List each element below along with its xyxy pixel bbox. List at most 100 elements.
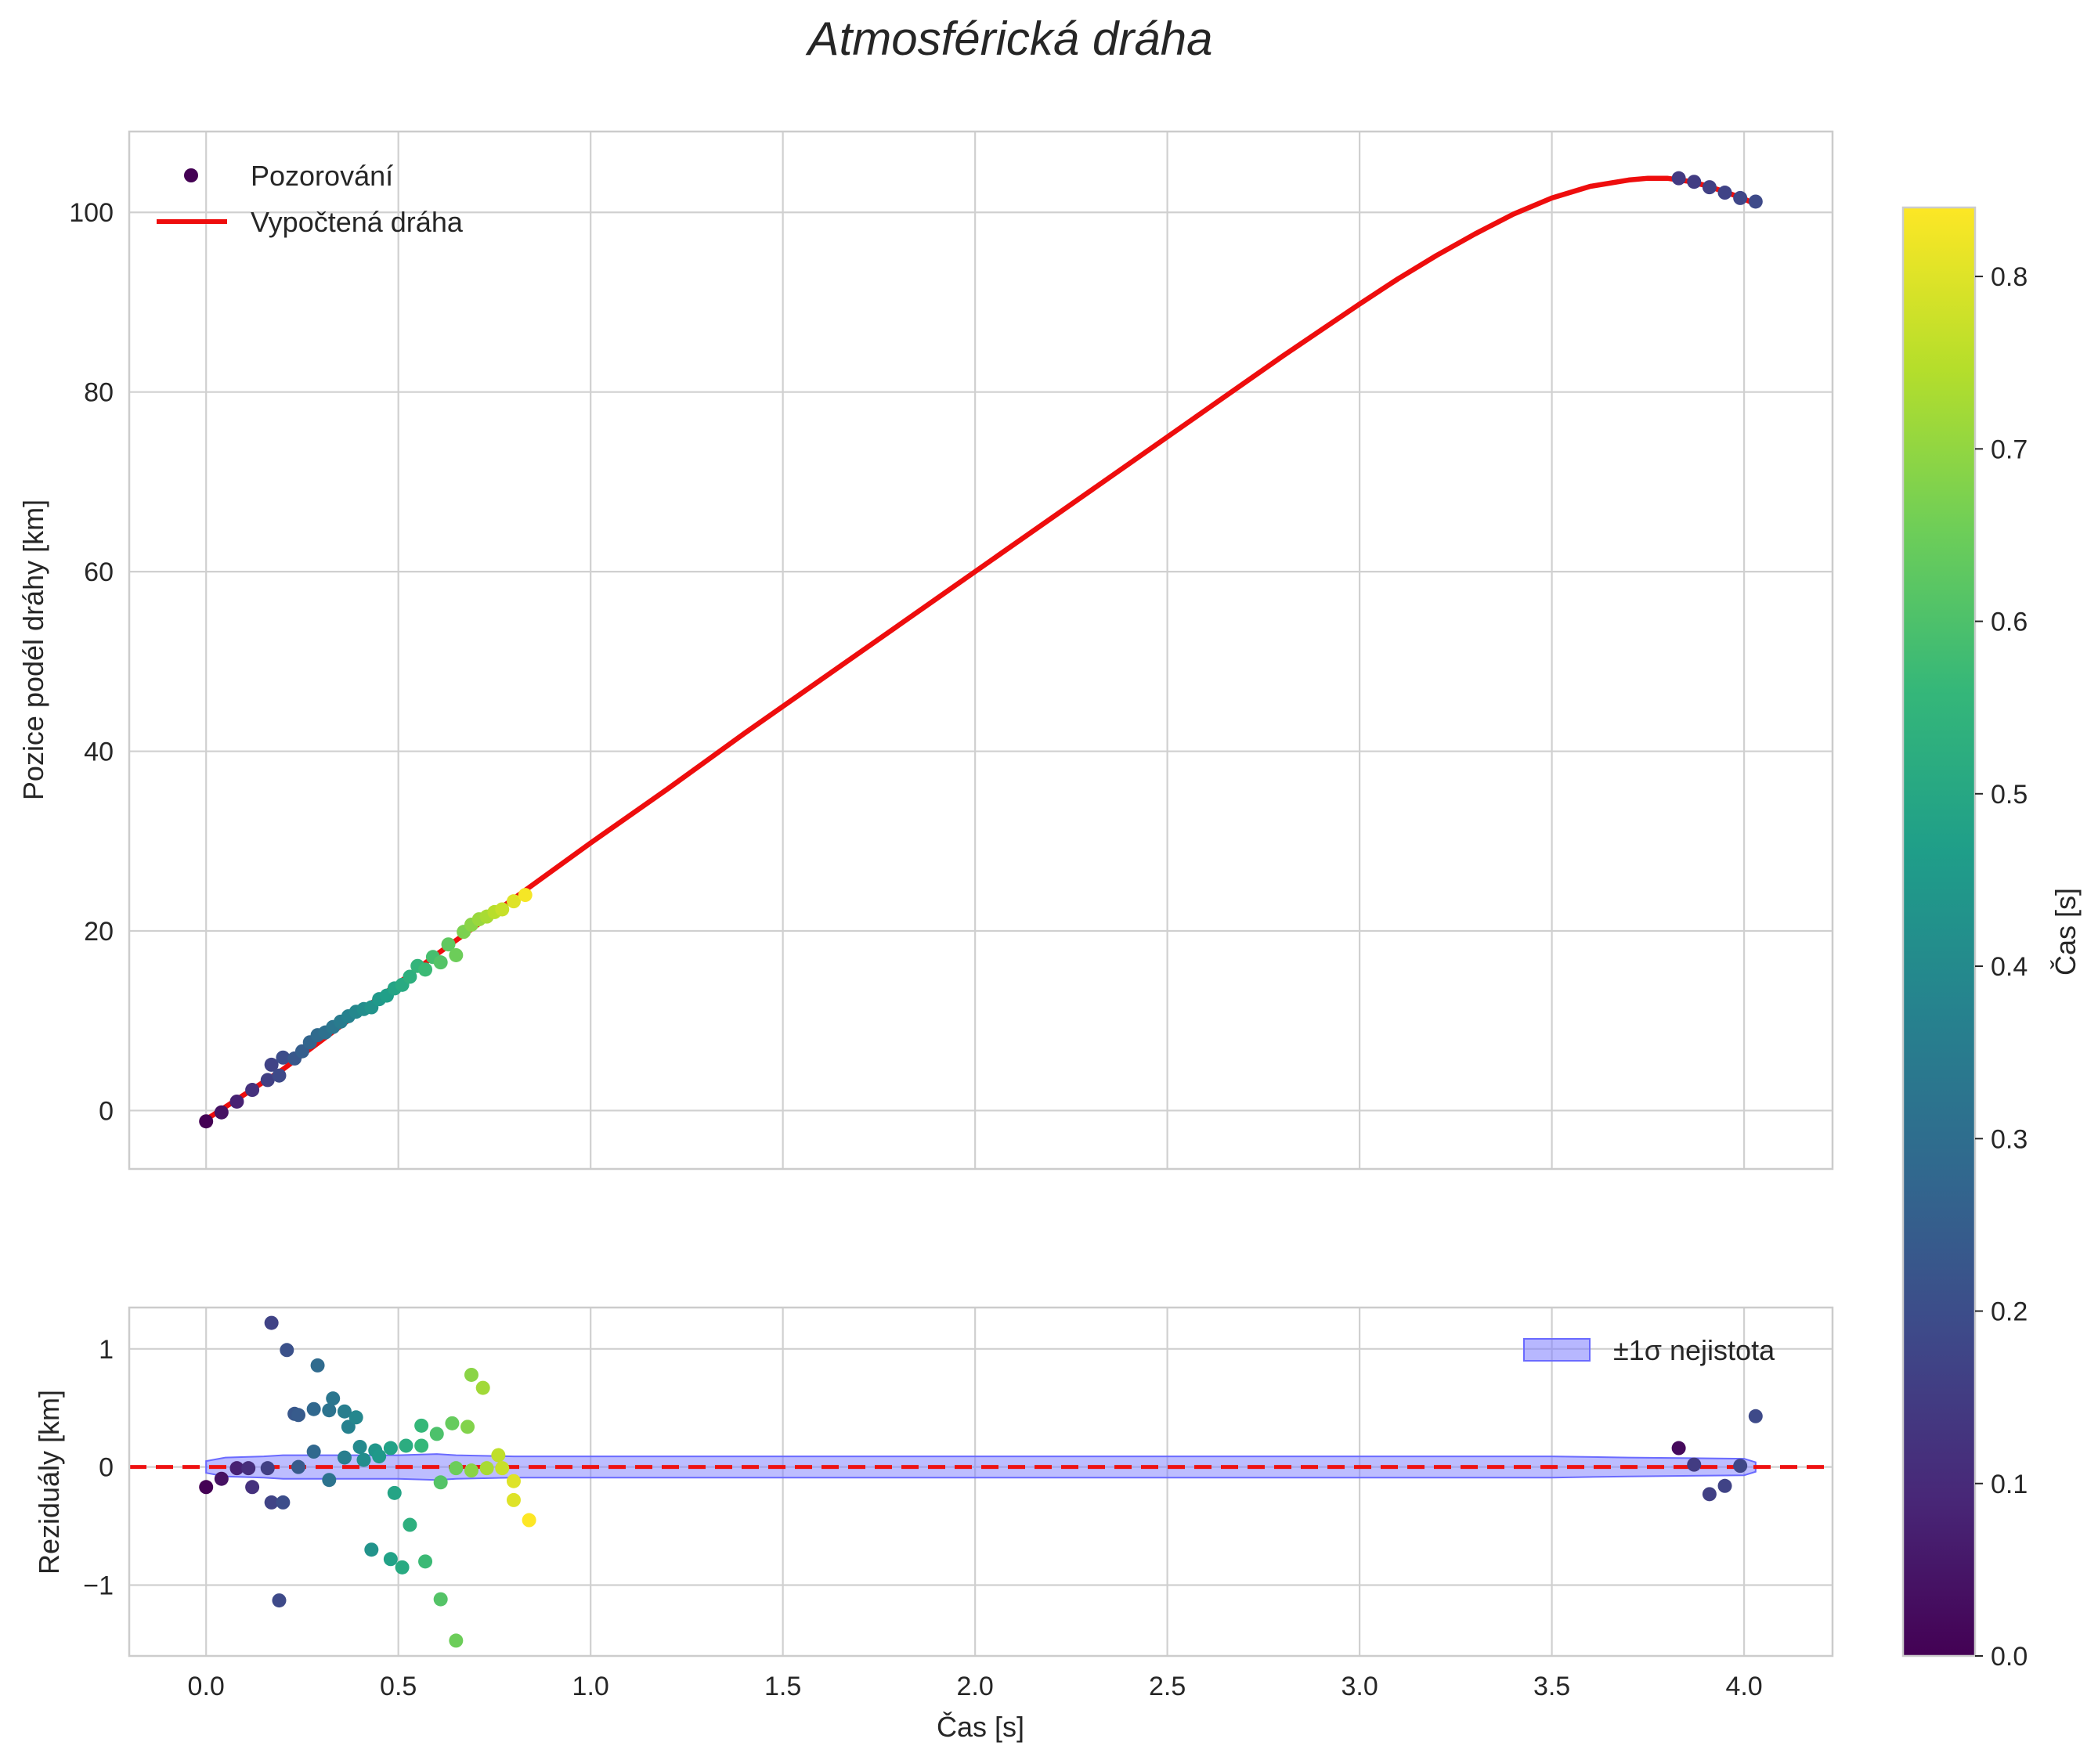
residual-frame bbox=[128, 1306, 1834, 1658]
residual-ylabel: Reziduály [km] bbox=[33, 1390, 65, 1575]
residual-point bbox=[356, 1452, 371, 1467]
residual-point bbox=[522, 1513, 536, 1528]
residual-point bbox=[387, 1485, 402, 1500]
main-frame bbox=[128, 130, 1834, 1171]
residual-point bbox=[414, 1418, 429, 1433]
main-ytick-label: 0 bbox=[99, 1096, 114, 1126]
residual-point bbox=[337, 1450, 352, 1465]
residual-point bbox=[479, 1461, 494, 1476]
residual-point bbox=[241, 1461, 256, 1476]
observation-point bbox=[1687, 175, 1702, 189]
residual-point bbox=[1671, 1441, 1686, 1456]
residual-point bbox=[495, 1461, 510, 1476]
colorbar-tick-label: 0.5 bbox=[1991, 780, 2028, 810]
observation-point bbox=[245, 1083, 260, 1098]
observation-point bbox=[264, 1057, 279, 1072]
residual-point bbox=[348, 1410, 363, 1425]
observation-point bbox=[1748, 194, 1763, 209]
residual-xtick-label: 2.0 bbox=[957, 1672, 994, 1701]
uncertainty-band-area bbox=[205, 1453, 1757, 1481]
residual-point bbox=[1748, 1409, 1763, 1423]
residual-point bbox=[341, 1419, 356, 1434]
residual-point bbox=[245, 1480, 260, 1495]
residual-xtick-label: 2.5 bbox=[1149, 1672, 1186, 1701]
observation-point bbox=[272, 1068, 287, 1083]
main-ytick-label: 100 bbox=[69, 198, 114, 228]
main-ytick-label: 60 bbox=[84, 557, 114, 587]
residual-xlabel: Čas [s] bbox=[937, 1711, 1024, 1743]
residual-point bbox=[264, 1495, 279, 1510]
residual-point bbox=[364, 1542, 379, 1557]
residual-xtick-label: 0.0 bbox=[188, 1672, 225, 1701]
residual-point bbox=[280, 1343, 294, 1358]
residual-point bbox=[383, 1552, 398, 1567]
observation-point bbox=[1702, 180, 1717, 195]
observation-point bbox=[214, 1105, 229, 1120]
residual-xtick-label: 1.5 bbox=[764, 1672, 801, 1701]
residual-points bbox=[199, 1315, 1763, 1648]
colorbar-tick-label: 0.2 bbox=[1991, 1297, 2028, 1327]
residual-point bbox=[1733, 1459, 1748, 1474]
residual-point bbox=[214, 1471, 229, 1486]
main-ytick-label: 80 bbox=[84, 378, 114, 408]
residual-point bbox=[291, 1459, 306, 1474]
residual-point bbox=[414, 1438, 429, 1453]
residual-point bbox=[429, 1427, 444, 1441]
observation-point bbox=[506, 894, 521, 909]
observation-point bbox=[495, 902, 510, 917]
colorbar-tick-label: 0.0 bbox=[1991, 1642, 2028, 1672]
legend-trajectory-label: Vypočtená dráha bbox=[251, 206, 464, 238]
trajectory-line bbox=[203, 175, 1759, 1123]
residual-xtick-label: 3.5 bbox=[1533, 1672, 1570, 1701]
residual-xtick-label: 3.0 bbox=[1341, 1672, 1378, 1701]
colorbar-label: Čas [s] bbox=[2049, 888, 2082, 976]
residual-point bbox=[506, 1492, 521, 1507]
residual-point bbox=[460, 1419, 475, 1434]
observation-point bbox=[199, 1114, 214, 1129]
observation-point bbox=[276, 1050, 291, 1065]
legend-observation-marker bbox=[184, 168, 198, 182]
residual-point bbox=[433, 1475, 448, 1490]
residual-ticks: 0.0 0.5 1.0 1.5 2.0 2.5 3.0 3.5 4.0 −1 0 1 bbox=[83, 1335, 1762, 1701]
main-ticks: 0 20 40 60 80 100 bbox=[69, 198, 114, 1126]
residual-point bbox=[264, 1315, 279, 1330]
observation-point bbox=[1671, 171, 1686, 186]
residual-point bbox=[449, 1633, 464, 1648]
residual-point bbox=[418, 1554, 433, 1569]
residual-point bbox=[276, 1495, 291, 1510]
residual-point bbox=[433, 1592, 448, 1607]
legend-band-label: ±1σ nejistota bbox=[1613, 1334, 1775, 1366]
observation-point bbox=[260, 1073, 275, 1088]
residual-point bbox=[291, 1408, 306, 1423]
observation-point bbox=[1717, 186, 1732, 200]
residual-ytick-label: 0 bbox=[99, 1453, 114, 1483]
residual-point bbox=[506, 1474, 521, 1488]
computed-trajectory bbox=[203, 175, 1759, 1123]
observation-point bbox=[418, 962, 433, 977]
observation-point bbox=[433, 955, 448, 970]
colorbar-tick-label: 0.3 bbox=[1991, 1124, 2028, 1154]
residual-point bbox=[1702, 1487, 1717, 1502]
residual-point bbox=[383, 1441, 398, 1456]
legend-band-swatch bbox=[1523, 1338, 1591, 1362]
colorbar-gradient bbox=[1901, 206, 1977, 1658]
residual-ytick-label: 1 bbox=[99, 1335, 114, 1365]
residual-panel: 0.0 0.5 1.0 1.5 2.0 2.5 3.0 3.5 4.0 −1 0 1 Reziduál… bbox=[33, 1306, 1834, 1743]
residual-legend: ±1σ nejistota bbox=[1523, 1334, 1775, 1366]
colorbar-tick-label: 0.4 bbox=[1991, 952, 2028, 982]
residual-point bbox=[310, 1358, 325, 1373]
residual-point bbox=[229, 1461, 244, 1476]
residual-point bbox=[449, 1461, 464, 1476]
residual-xtick-label: 0.5 bbox=[380, 1672, 417, 1701]
legend-observation-label: Pozorování bbox=[251, 160, 393, 192]
observation-point bbox=[403, 969, 417, 984]
residual-point bbox=[322, 1473, 337, 1488]
residual-point bbox=[403, 1517, 417, 1532]
residual-point bbox=[199, 1480, 214, 1495]
observation-point bbox=[518, 888, 533, 903]
chart-title: Atmosférická dráha bbox=[806, 13, 1213, 65]
colorbar-tick-label: 0.6 bbox=[1991, 608, 2028, 637]
observation-points bbox=[199, 171, 1763, 1129]
residual-point bbox=[491, 1448, 506, 1463]
